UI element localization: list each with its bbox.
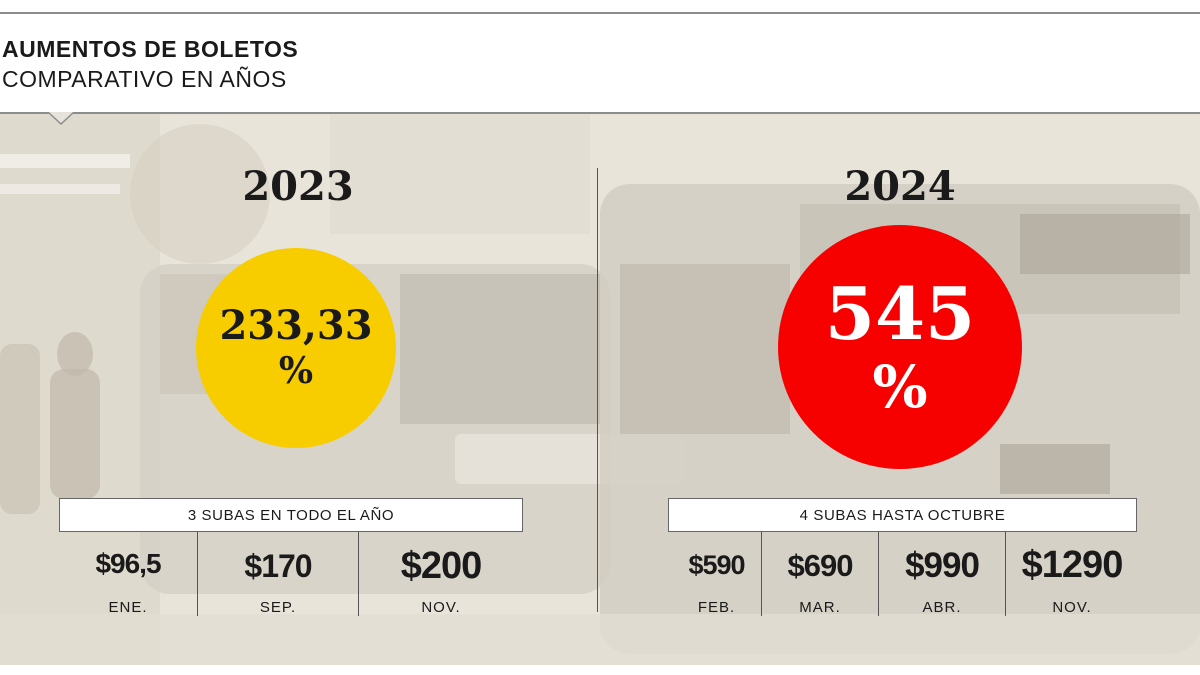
year-label-2024: 2024 <box>844 163 956 210</box>
percent-symbol-2023: % <box>278 350 314 392</box>
raise-cell-2024-abr: $990 ABR. <box>879 532 1005 616</box>
raise-month: ABR. <box>922 599 962 616</box>
raise-month: NOV. <box>421 599 461 616</box>
increase-percent-2024: 545 <box>824 271 976 356</box>
raise-price: $96,5 <box>95 548 161 579</box>
raise-price: $990 <box>905 546 980 585</box>
raise-cell-2023-sep: $170 SEP. <box>198 532 358 616</box>
raise-cell-2023-nov: $200 NOV. <box>359 532 523 616</box>
percent-symbol-2024: % <box>872 353 928 421</box>
raise-month: FEB. <box>697 599 736 616</box>
raise-cell-2023-ene: $96,5 ENE. <box>59 532 197 616</box>
cell-separator <box>878 532 879 616</box>
increase-percent-2023: 233,33 <box>219 302 373 349</box>
header-pointer-fill <box>49 112 73 123</box>
raise-price: $690 <box>787 548 854 583</box>
year-label-2023: 2023 <box>242 163 354 210</box>
raise-month: ENE. <box>108 599 148 616</box>
raise-month: MAR. <box>799 599 841 616</box>
cell-separator <box>197 532 198 616</box>
cell-separator <box>1005 532 1006 616</box>
header-rule <box>0 112 1200 114</box>
cell-separator <box>761 532 762 616</box>
infographic-title: AUMENTOS DE BOLETOS <box>2 36 299 62</box>
raise-price: $200 <box>400 545 483 587</box>
raise-month: NOV. <box>1052 599 1092 616</box>
raise-month: SEP. <box>259 599 297 616</box>
cell-separator <box>358 532 359 616</box>
raise-price: $590 <box>688 550 745 580</box>
raise-cell-2024-nov: $1290 NOV. <box>1006 532 1138 616</box>
raise-cell-2024-mar: $690 MAR. <box>762 532 878 616</box>
raise-price: $1290 <box>1021 544 1124 586</box>
top-rule <box>0 12 1200 14</box>
infographic-subtitle: COMPARATIVO EN AÑOS <box>2 66 287 92</box>
raises-banner-2023: 3 SUBAS EN TODO EL AÑO <box>59 498 523 532</box>
raises-banner-2024: 4 SUBAS HASTA OCTUBRE <box>668 498 1137 532</box>
increase-circle-2023: 233,33 % <box>196 248 396 448</box>
year-divider <box>597 168 598 612</box>
raise-cell-2024-feb: $590 FEB. <box>672 532 761 616</box>
raise-price: $170 <box>244 548 312 584</box>
increase-circle-2024: 545 % <box>778 225 1022 469</box>
